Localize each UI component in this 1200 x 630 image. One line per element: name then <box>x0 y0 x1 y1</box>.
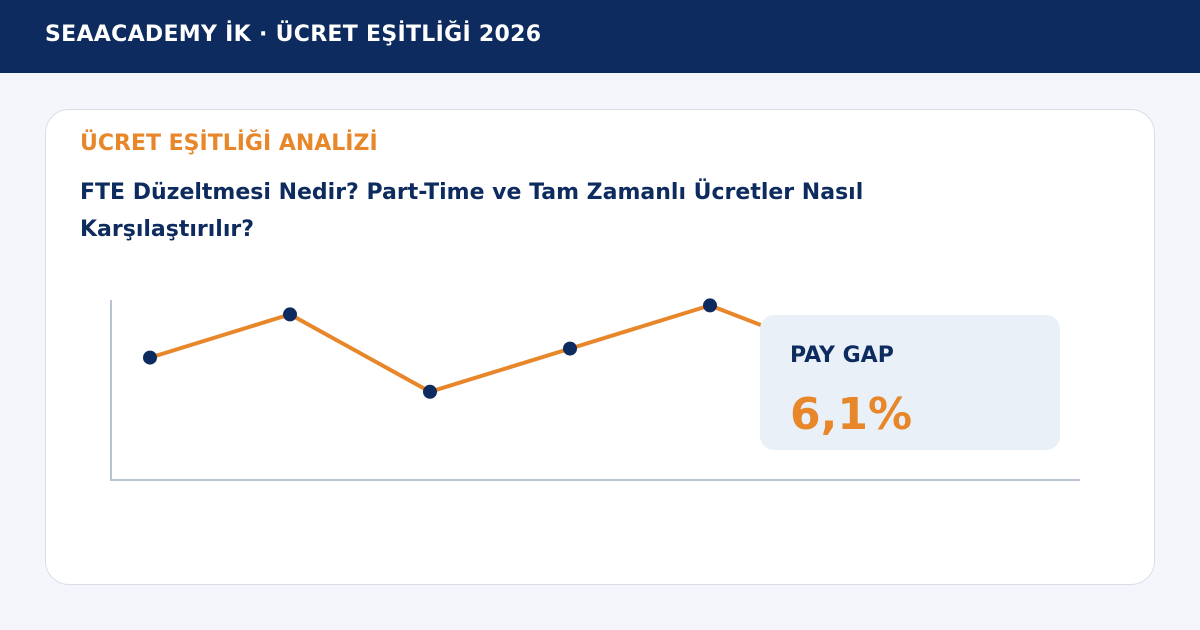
kicker: ÜCRET EŞİTLİĞİ ANALİZİ <box>80 131 378 156</box>
point <box>423 384 437 399</box>
stat-box: PAY GAP 6,1% <box>760 315 1060 450</box>
header-title: SEAACADEMY İK · ÜCRET EŞİTLİĞİ 2026 <box>45 22 542 47</box>
stat-label: PAY GAP <box>790 343 894 368</box>
line <box>149 303 851 394</box>
point <box>563 341 577 356</box>
axis <box>110 300 1080 481</box>
point <box>143 350 157 365</box>
point <box>283 307 297 322</box>
stat-value: 6,1% <box>790 389 913 440</box>
card-title: FTE Düzeltmesi Nedir? Part-Time ve Tam Z… <box>80 180 864 242</box>
point <box>703 298 717 313</box>
header-bar: SEAACADEMY İK · ÜCRET EŞİTLİĞİ 2026 <box>0 0 1200 73</box>
